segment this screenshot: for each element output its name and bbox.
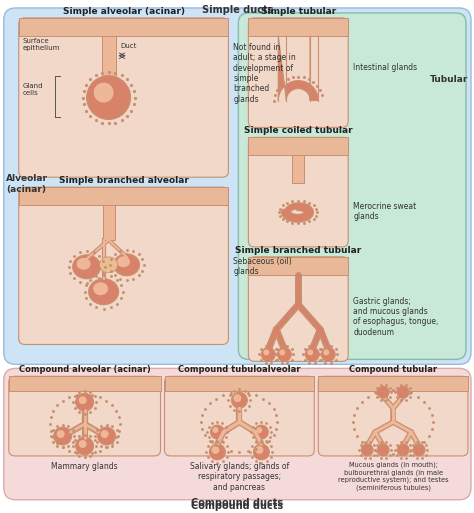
Ellipse shape <box>100 257 118 273</box>
Circle shape <box>264 349 269 356</box>
FancyBboxPatch shape <box>248 18 348 127</box>
FancyBboxPatch shape <box>19 187 228 344</box>
Text: Compound tubuloalveolar: Compound tubuloalveolar <box>178 365 301 374</box>
Circle shape <box>377 444 389 456</box>
Text: Compound alveolar (acinar): Compound alveolar (acinar) <box>19 365 151 374</box>
FancyBboxPatch shape <box>248 137 348 247</box>
FancyBboxPatch shape <box>9 377 161 456</box>
FancyBboxPatch shape <box>318 377 468 456</box>
Bar <box>292 155 304 183</box>
Circle shape <box>361 444 373 456</box>
Bar <box>102 205 115 240</box>
Text: Simple branched alveolar: Simple branched alveolar <box>59 176 189 185</box>
Text: Simple branched tubular: Simple branched tubular <box>235 246 361 255</box>
Circle shape <box>98 427 116 445</box>
Circle shape <box>277 347 292 361</box>
Circle shape <box>87 75 130 120</box>
Text: Gastric glands;
and mucous glands
of esophagus, tongue,
duodenum: Gastric glands; and mucous glands of eso… <box>353 297 438 337</box>
Circle shape <box>377 386 389 398</box>
Bar <box>19 187 228 205</box>
Bar <box>164 377 314 391</box>
Bar <box>19 18 228 36</box>
Circle shape <box>323 349 329 356</box>
Circle shape <box>76 393 94 411</box>
Text: Merocrine sweat
glands: Merocrine sweat glands <box>353 202 417 222</box>
Ellipse shape <box>114 254 139 276</box>
Text: Salivary glands; glands of
respiratory passages;
and pancreas: Salivary glands; glands of respiratory p… <box>190 462 289 492</box>
Ellipse shape <box>77 258 91 270</box>
Circle shape <box>79 440 87 448</box>
Text: Compound ducts: Compound ducts <box>191 498 283 508</box>
Circle shape <box>76 437 94 455</box>
Circle shape <box>54 427 72 445</box>
Text: Duct: Duct <box>120 43 137 49</box>
Circle shape <box>255 425 268 439</box>
Text: Tubular: Tubular <box>429 75 468 84</box>
Text: Sebaceous (oil)
glands: Sebaceous (oil) glands <box>233 257 292 276</box>
Text: Compound ducts: Compound ducts <box>191 501 283 511</box>
Circle shape <box>233 394 241 402</box>
Bar <box>318 377 468 391</box>
Circle shape <box>210 444 226 460</box>
Circle shape <box>413 444 425 456</box>
Ellipse shape <box>73 255 100 279</box>
Circle shape <box>279 349 285 356</box>
Circle shape <box>261 347 275 361</box>
Text: Simple ducts: Simple ducts <box>202 5 273 15</box>
Text: Not found in
adult; a stage in
development of
simple
branched
glands: Not found in adult; a stage in developme… <box>233 43 296 104</box>
Circle shape <box>100 430 109 438</box>
FancyBboxPatch shape <box>4 368 471 500</box>
Text: Gland
cells: Gland cells <box>23 83 43 95</box>
FancyBboxPatch shape <box>4 8 471 364</box>
Ellipse shape <box>93 282 108 295</box>
Bar <box>248 137 348 155</box>
Circle shape <box>256 427 262 433</box>
Polygon shape <box>278 36 318 101</box>
FancyBboxPatch shape <box>164 377 314 456</box>
Circle shape <box>79 396 87 404</box>
Bar <box>101 36 116 75</box>
Circle shape <box>305 347 319 361</box>
FancyBboxPatch shape <box>19 18 228 177</box>
Bar <box>248 257 348 275</box>
Text: Simple coiled tubular: Simple coiled tubular <box>244 126 353 135</box>
Text: Compound tubular: Compound tubular <box>349 365 437 374</box>
FancyBboxPatch shape <box>238 13 466 360</box>
Circle shape <box>94 83 114 103</box>
Bar <box>9 377 161 391</box>
Text: Simple alveolar (acinar): Simple alveolar (acinar) <box>63 7 184 16</box>
Ellipse shape <box>89 279 118 305</box>
Circle shape <box>211 446 219 454</box>
Circle shape <box>210 425 224 439</box>
Circle shape <box>254 444 269 460</box>
Circle shape <box>321 347 335 361</box>
FancyBboxPatch shape <box>248 257 348 361</box>
Circle shape <box>255 446 264 454</box>
Ellipse shape <box>117 256 130 267</box>
Text: Mammary glands: Mammary glands <box>51 462 118 471</box>
Circle shape <box>212 427 219 433</box>
Bar <box>248 18 348 36</box>
Circle shape <box>307 349 313 356</box>
Text: Alveolar
(acinar): Alveolar (acinar) <box>6 174 48 194</box>
Circle shape <box>397 444 409 456</box>
Circle shape <box>231 392 247 408</box>
Text: Intestinal glands: Intestinal glands <box>353 63 417 72</box>
Text: Mucous glands (in mouth);
bulbourethral glands (in male
reproductive system); an: Mucous glands (in mouth); bulbourethral … <box>338 462 448 491</box>
Text: Surface
epithelium: Surface epithelium <box>23 38 60 51</box>
Circle shape <box>57 430 64 438</box>
Circle shape <box>397 386 409 398</box>
Text: Simple tubular: Simple tubular <box>261 7 336 16</box>
